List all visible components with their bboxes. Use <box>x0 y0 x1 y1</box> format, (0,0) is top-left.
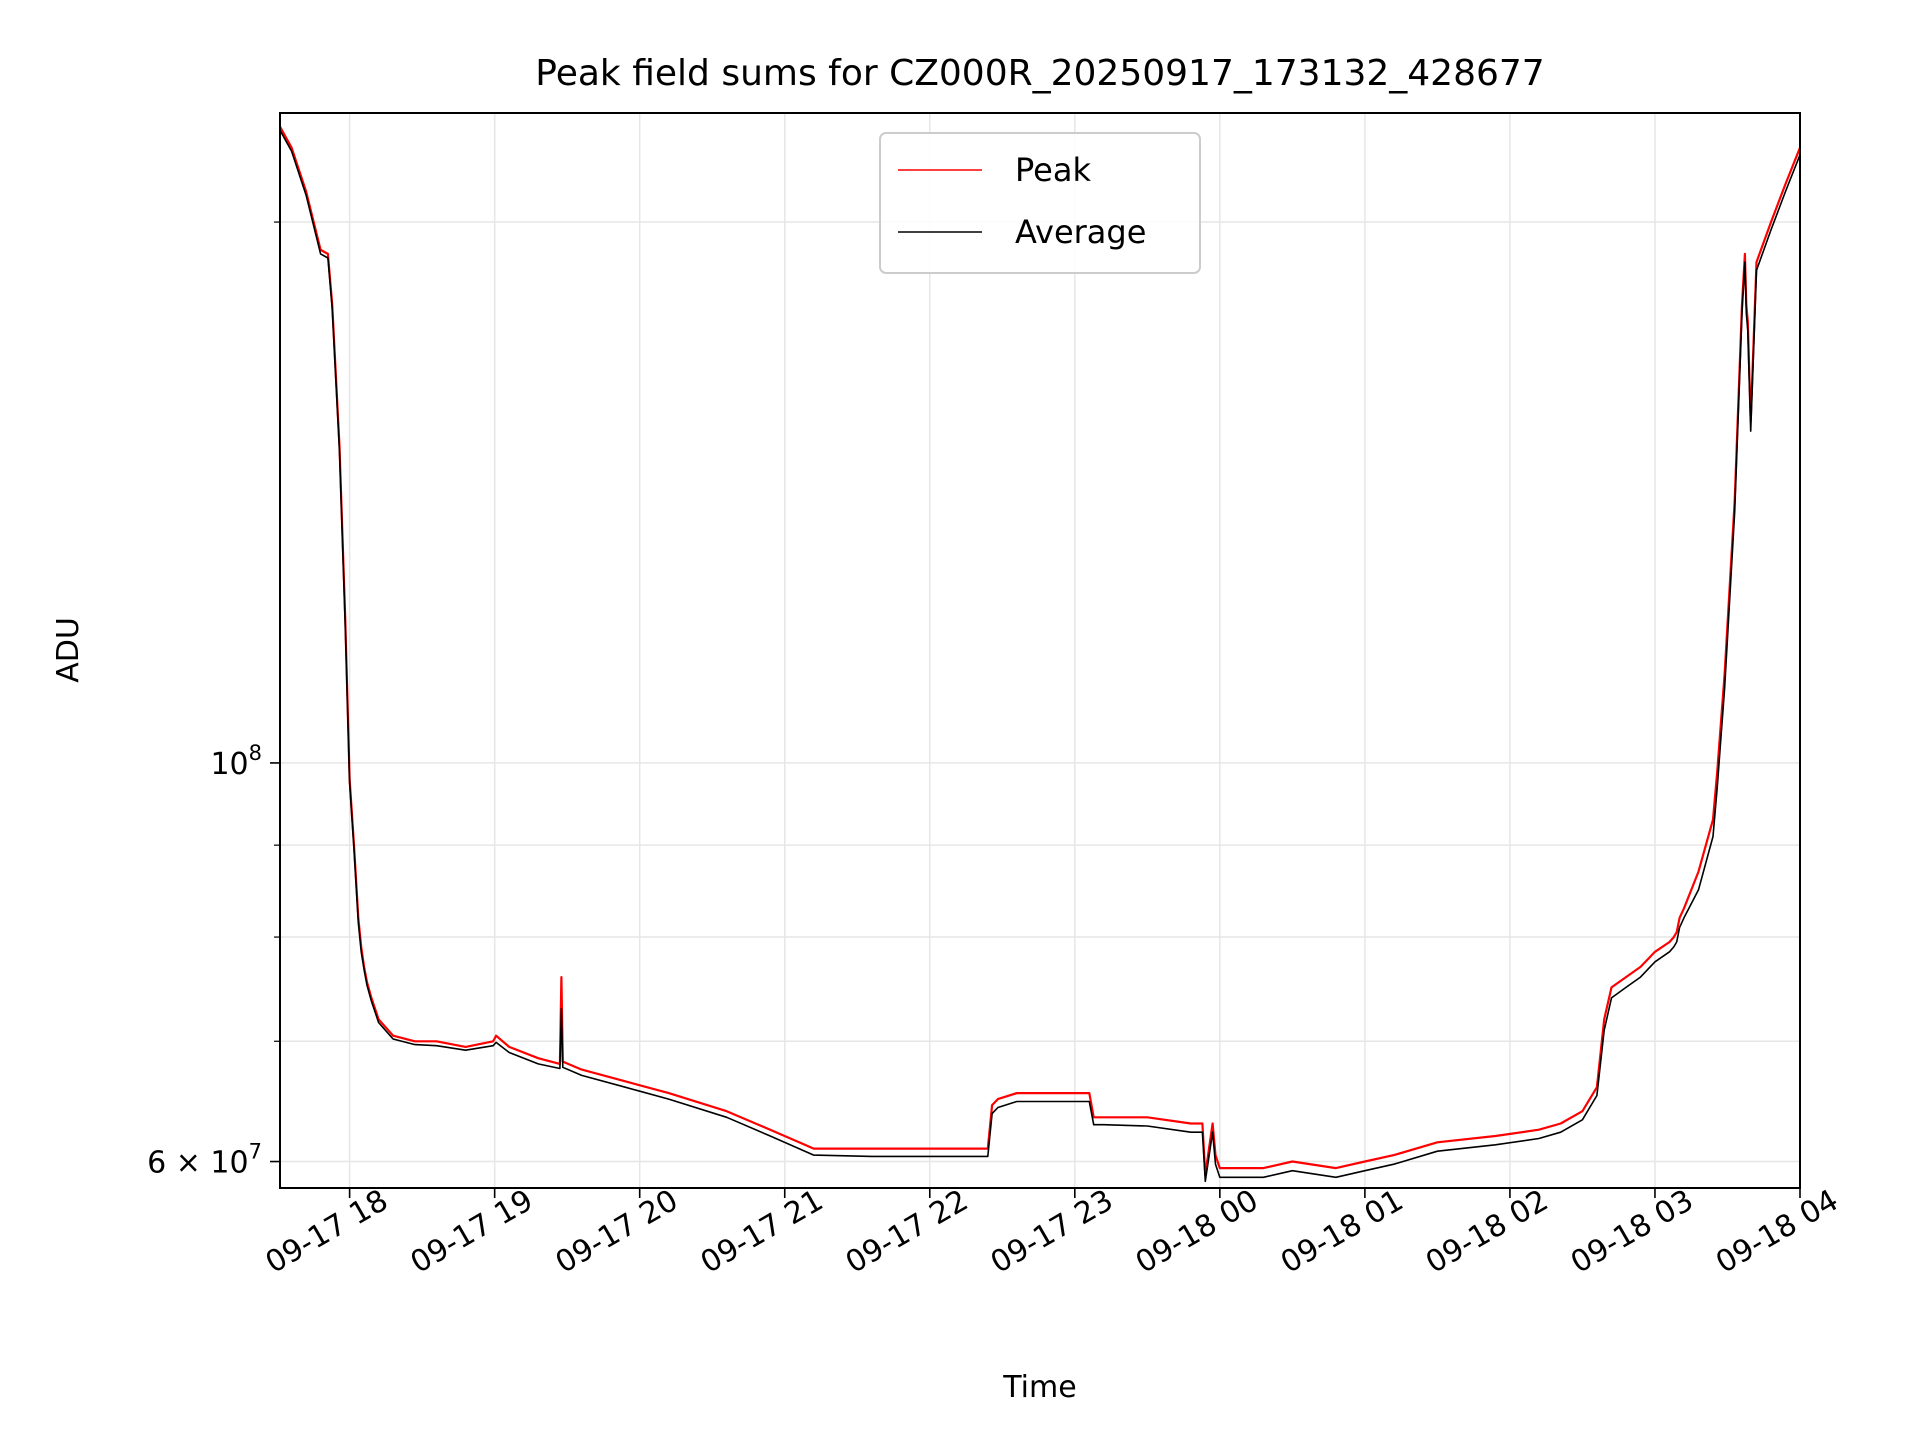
plot-area-frame <box>279 112 1801 1189</box>
series-line-peak <box>279 126 1802 1176</box>
legend: Peak Average <box>879 132 1201 274</box>
y-tick-label-mantissa: 6 × 10 <box>147 1146 248 1181</box>
series-layer <box>279 126 1802 1183</box>
y-tick-label: 6 × 107 <box>147 1140 262 1181</box>
legend-average-label: Average <box>1015 213 1146 251</box>
y-axis-label: ADU <box>51 617 86 683</box>
y-tick-label: 108 <box>210 741 262 782</box>
y-axis: 6 × 107 108 <box>147 221 280 1181</box>
y-tick-label-mantissa: 10 <box>210 747 248 782</box>
chart-title: Peak field sums for CZ000R_20250917_1731… <box>535 53 1544 94</box>
x-axis-label: Time <box>1002 1370 1076 1405</box>
legend-peak-label: Peak <box>1015 151 1091 189</box>
y-tick-label-exponent: 8 <box>249 741 262 765</box>
series-line-average <box>279 129 1801 1183</box>
legend-box <box>879 132 1201 274</box>
y-tick-label-exponent: 7 <box>249 1140 262 1164</box>
